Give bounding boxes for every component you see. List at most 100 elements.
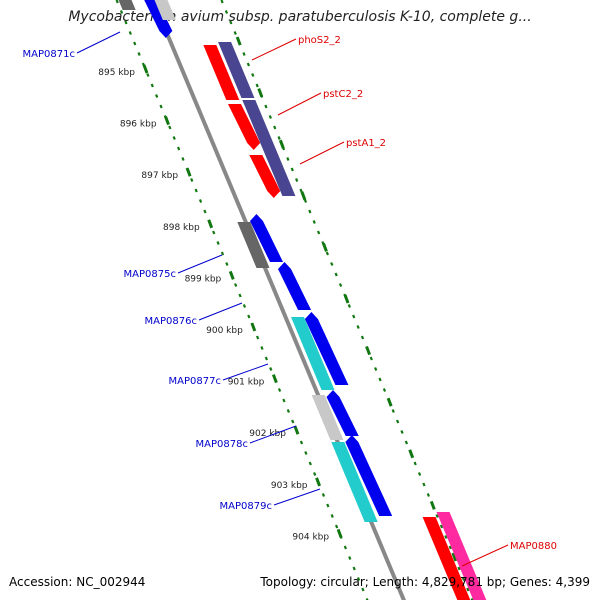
gene-label: MAP0879c	[220, 501, 272, 512]
tick-dot	[220, 251, 225, 256]
tick-dot	[277, 388, 282, 392]
major-tick	[408, 449, 415, 459]
gene-feature	[326, 390, 359, 436]
gene-feature	[227, 104, 261, 150]
gene-label: MAP0871c	[23, 49, 75, 60]
tick-dot	[168, 125, 172, 130]
gene-feature	[242, 100, 296, 196]
major-tick	[235, 36, 242, 46]
gene-label: MAP0876c	[145, 316, 197, 327]
tick-dot	[268, 115, 272, 119]
gene-features	[118, 0, 487, 600]
tick-dot	[365, 598, 369, 600]
tick-dot	[234, 283, 238, 287]
accession-text: Accession: NC_002944	[9, 575, 146, 589]
tick-dot	[269, 367, 273, 371]
tick-dot	[343, 545, 348, 550]
tick-dot	[286, 409, 290, 413]
tick-dot	[330, 514, 334, 518]
tick-dot	[220, 0, 224, 4]
tick-dot	[225, 262, 229, 266]
gene-feature	[331, 442, 378, 522]
tick-dot	[291, 419, 295, 424]
label-leaders	[76, 31, 509, 567]
tick-dot	[181, 157, 185, 161]
major-tick	[207, 219, 214, 229]
tick-dot	[233, 31, 237, 35]
tick-dot	[212, 230, 216, 235]
tick-dot	[155, 94, 159, 98]
tick-dot	[426, 493, 430, 497]
major-tick	[451, 552, 458, 562]
tick-dot	[308, 461, 312, 466]
tick-dot	[313, 472, 317, 476]
tick-dot	[277, 136, 281, 140]
gene-feature	[118, 0, 136, 10]
tick-dot	[216, 241, 220, 245]
tick-label: 898 kbp	[163, 223, 200, 233]
tick-label: 902 kbp	[249, 429, 286, 439]
gene-label: MAP0878c	[196, 439, 248, 450]
tick-dot	[457, 566, 461, 571]
tick-dot	[439, 524, 444, 529]
leader-line	[222, 363, 269, 381]
tick-dot	[290, 167, 294, 172]
tick-dot	[334, 272, 338, 277]
major-tick	[365, 346, 371, 356]
gene-label: MAP0875c	[124, 269, 176, 280]
leader-line	[177, 254, 223, 274]
tick-dot	[146, 73, 150, 77]
major-tick	[322, 242, 328, 252]
major-tick	[164, 116, 170, 126]
tick-dot	[382, 388, 387, 392]
tick-dot	[374, 367, 378, 371]
tick-dot	[360, 335, 365, 340]
tick-dot	[417, 472, 422, 476]
tick-dot	[255, 83, 259, 88]
tick-dot	[378, 377, 382, 382]
leader-line	[76, 31, 121, 54]
tick-labels: 895 kbp 896 kbp 897 kbp 898 kbp 899 kbp 900 k…	[98, 68, 329, 542]
tick-dot	[304, 451, 308, 455]
leader-line	[277, 92, 322, 116]
major-tick	[315, 477, 321, 487]
major-tick	[250, 322, 257, 332]
tick-dot	[273, 125, 277, 130]
gene-label: MAP0880	[510, 541, 557, 552]
tick-dot	[194, 188, 198, 193]
tick-dot	[466, 587, 470, 592]
tick-dot	[316, 230, 321, 235]
tick-dot	[361, 587, 365, 592]
major-tick	[142, 64, 149, 74]
tick-dot	[338, 283, 343, 287]
tick-dot	[295, 178, 299, 182]
gene-labels: MAP0871c phoS2_2 pstC2_2 pstA1_2 MAP0875c MAP…	[23, 35, 557, 552]
tick-dot	[299, 188, 303, 193]
tick-dot	[246, 62, 251, 67]
tick-dot	[198, 199, 203, 203]
tick-dot	[422, 482, 426, 487]
tick-dot	[172, 136, 176, 140]
gene-feature	[311, 395, 344, 440]
gene-feature	[237, 222, 270, 268]
major-tick	[300, 191, 307, 201]
tick-dot	[119, 10, 124, 14]
tick-dot	[325, 251, 330, 256]
tick-dot	[352, 566, 356, 571]
gene-label: pstA1_2	[346, 138, 386, 149]
tick-dot	[282, 398, 286, 403]
leader-line	[461, 544, 509, 567]
major-tick	[336, 528, 343, 538]
tick-dot	[435, 514, 439, 518]
gene-feature	[249, 214, 284, 262]
tick-dot	[348, 556, 352, 560]
gene-feature	[304, 312, 349, 385]
tick-dot	[150, 83, 154, 88]
tick-dot	[229, 20, 233, 25]
tick-dot	[303, 199, 308, 203]
tick-label: 904 kbp	[292, 532, 329, 542]
tick-dot	[137, 52, 141, 56]
tick-dot	[470, 598, 474, 600]
map-title: Mycobacterium avium subsp. paratuberculo…	[68, 9, 532, 25]
